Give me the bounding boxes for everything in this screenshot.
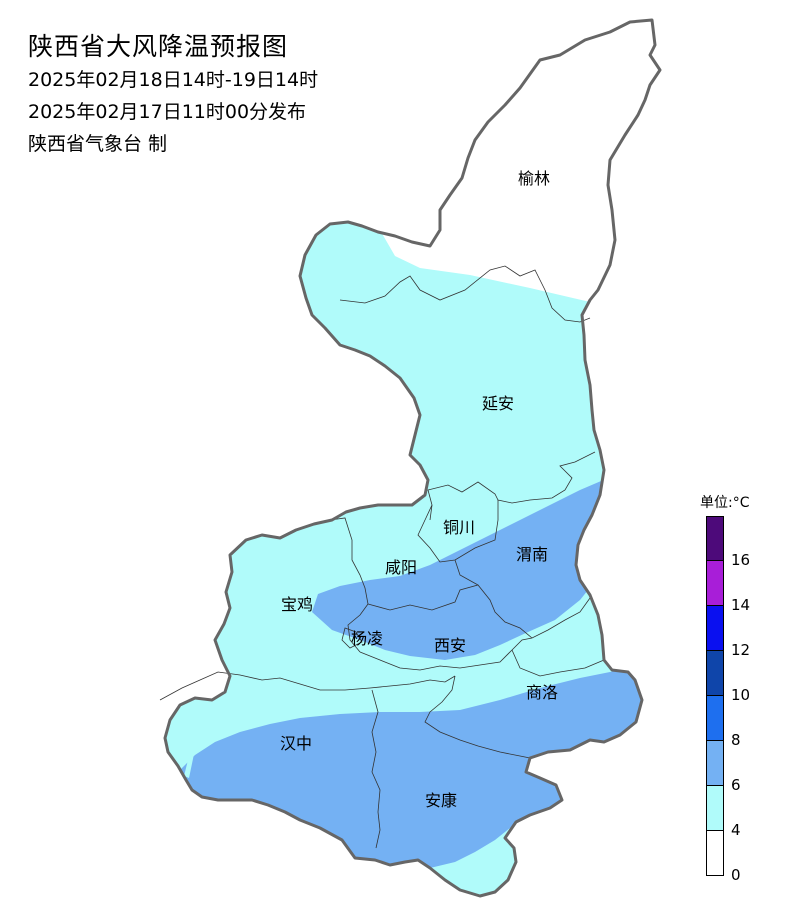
city-borders	[159, 265, 605, 849]
legend-swatch-14-16	[706, 561, 724, 606]
legend-swatch-12-14	[706, 606, 724, 651]
legend-swatch-0-4	[706, 831, 724, 876]
legend-swatch-4-6	[706, 786, 724, 831]
city-label-weinan: 渭南	[516, 545, 548, 564]
legend-colorbar	[706, 516, 724, 876]
legend-tick-label: 8	[731, 731, 741, 749]
legend-tick-label: 10	[731, 686, 751, 704]
zone-0-4	[380, 20, 660, 312]
city-label-xianyang: 咸阳	[385, 558, 417, 577]
legend-tick-label: 12	[731, 641, 751, 659]
city-label-yangling: 杨凌	[351, 629, 383, 648]
city-label-ankang: 安康	[425, 791, 457, 810]
forecast-period: 2025年02月18日14时-19日14时	[28, 69, 319, 91]
city-label-xian: 西安	[434, 636, 466, 655]
legend-tick-label: 6	[731, 776, 741, 794]
city-label-hanzhong: 汉中	[280, 734, 312, 753]
zone-6-8-guanzhong	[312, 478, 620, 660]
city-label-tongchuan: 铜川	[443, 518, 475, 537]
city-label-baoji: 宝鸡	[281, 595, 313, 614]
zone-4-6-sliver	[184, 752, 194, 778]
map-title: 陕西省大风降温预报图	[28, 32, 289, 61]
legend-swatch-16+	[706, 516, 724, 561]
city-label-yulin: 榆林	[518, 169, 550, 188]
legend-tick-label: 14	[731, 596, 751, 614]
legend-swatch-6-8	[706, 741, 724, 786]
legend-tick-label: 0	[731, 866, 741, 884]
legend-unit: 单位:°C	[700, 495, 750, 511]
legend-tick-label: 16	[731, 551, 751, 569]
map-header: 陕西省大风降温预报图 2025年02月18日14时-19日14时 2025年02…	[28, 30, 318, 160]
city-label-yanan: 延安	[482, 394, 514, 413]
issue-time: 2025年02月17日11时00分发布	[28, 101, 307, 123]
legend-swatch-10-12	[706, 651, 724, 696]
city-label-shangluo: 商洛	[526, 683, 558, 702]
producer: 陕西省气象台 制	[28, 133, 168, 155]
legend-swatch-8-10	[706, 696, 724, 741]
legend-tick-label: 4	[731, 821, 741, 839]
